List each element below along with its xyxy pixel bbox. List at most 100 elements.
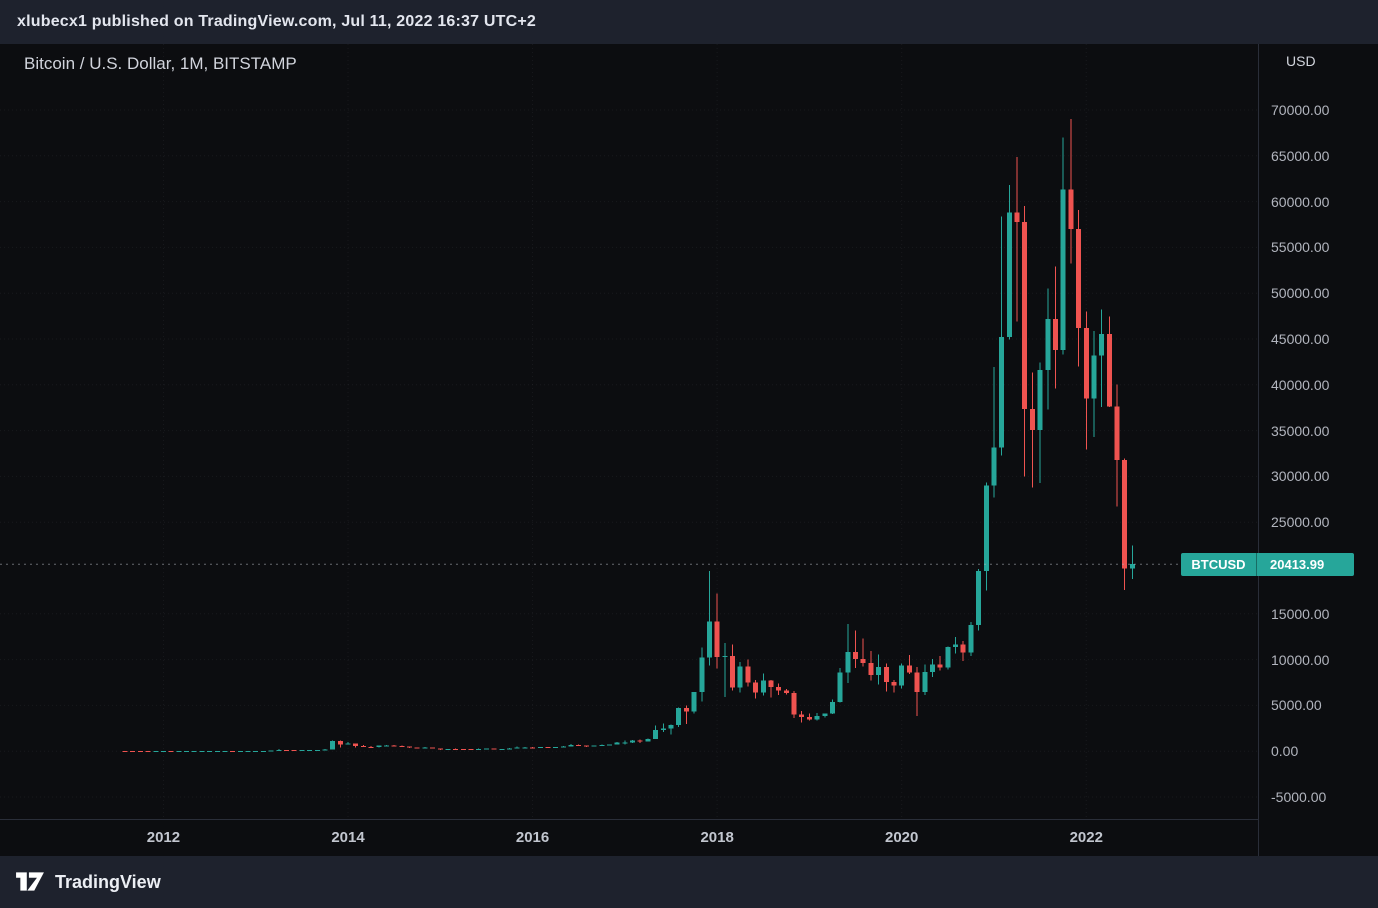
price-tick-label: 55000.00 [1271,239,1330,256]
candle [776,683,782,696]
candle [391,745,397,747]
candle [207,751,213,753]
year-label: 2018 [700,829,734,846]
price-tick-label: 10000.00 [1271,651,1330,668]
candle [1114,384,1120,507]
candle [591,745,597,747]
candle [945,646,951,670]
candle [876,654,882,685]
candle [1106,316,1112,407]
candle [783,688,789,695]
candle [960,640,966,662]
candle [330,740,336,750]
candle [845,624,851,684]
price-tick-label: 70000.00 [1271,102,1330,118]
price-axis[interactable]: USD 70000.00 65000.00 60000.00 55000.00 5000… [1258,44,1378,820]
candle [653,725,659,739]
candle [1029,372,1035,488]
tradingview-brand-text[interactable]: TradingView [55,871,161,892]
candles [122,119,1135,753]
price-tick-label: 0.00 [1271,743,1299,760]
candle [953,636,959,654]
candle [1091,331,1097,438]
candle [399,745,405,748]
candle [1037,362,1043,483]
year-label: 2020 [885,829,919,846]
candle [730,644,736,691]
candle [476,748,482,750]
candlestick-chart[interactable] [0,44,1258,820]
candle [453,748,459,750]
time-axis[interactable]: 2012 2014 2016 2018 2020 2022 [0,820,1378,856]
year-label: 2016 [515,829,550,846]
candle [822,713,828,718]
candle [337,740,343,748]
candle [860,638,866,667]
candle [760,673,766,696]
candle [537,747,543,749]
publish-bar: xlubecx1 published on TradingView.com, J… [0,0,1378,44]
candle [1006,185,1012,340]
candle [1129,545,1135,580]
candle [622,740,628,745]
candle [253,751,259,753]
candle [606,744,612,746]
price-tick-label: -5000.00 [1271,789,1327,805]
candle [230,751,236,753]
candle [1022,206,1028,477]
candle [583,745,589,747]
candle [507,748,512,750]
candle [837,667,843,703]
candle [1076,209,1082,367]
candle [883,663,889,692]
candle [530,747,536,749]
candle [322,749,328,751]
candle [1122,458,1128,591]
price-tick-label: 35000.00 [1271,422,1330,439]
candle [260,750,266,752]
candle [814,712,820,721]
candle [791,691,797,719]
candle [983,482,989,591]
candle [199,751,205,753]
candle [853,630,859,669]
candle [299,750,305,752]
candle [714,593,720,669]
candle [868,650,874,681]
candle [683,705,689,724]
currency-label: USD [1286,53,1316,69]
candle [222,751,228,753]
candle [914,666,920,716]
chart-area[interactable]: Bitcoin / U.S. Dollar, 1M, BITSTAMP USD … [0,44,1378,820]
candle [214,751,220,753]
candle [829,699,835,715]
candle [307,749,313,751]
candle [999,216,1005,456]
candle [376,745,382,748]
candle [968,622,974,657]
candle [160,751,166,753]
candle [1045,288,1051,410]
candle [553,746,559,749]
price-tick-label: 5000.00 [1271,697,1322,714]
candle [345,741,351,745]
candle [422,746,428,749]
candle [899,663,905,689]
candle [353,743,359,748]
candle [922,664,928,695]
candle [122,751,128,753]
price-tick-label: 30000.00 [1271,468,1330,485]
price-tick-label: 45000.00 [1271,331,1330,347]
candle [1060,137,1066,355]
candle [753,680,759,699]
last-price-badge: BTCUSD 20413.99 [1181,552,1354,576]
candle [891,680,897,693]
symbol-legend[interactable]: Bitcoin / U.S. Dollar, 1M, BITSTAMP [24,54,297,73]
candle [599,744,605,746]
candle [768,680,774,698]
candle [268,750,274,752]
footer-bar: TradingView [0,856,1378,908]
candle [283,749,289,751]
tradingview-logo-icon[interactable] [15,870,45,894]
candle [706,571,712,666]
